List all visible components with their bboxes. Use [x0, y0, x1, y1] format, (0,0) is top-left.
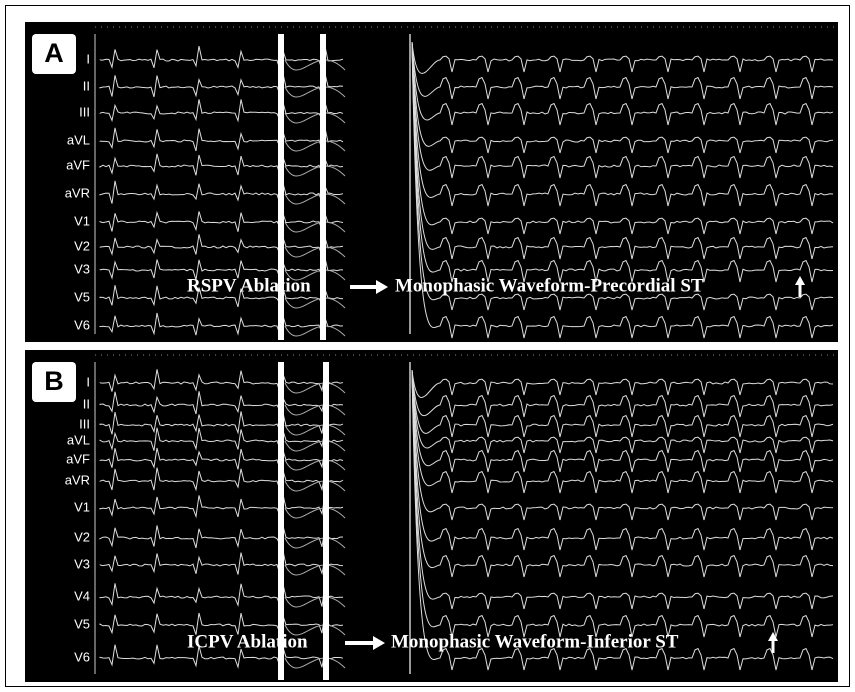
- panel-letter: B: [44, 366, 64, 396]
- lead-label: V1: [74, 213, 90, 228]
- lead-label: V4: [74, 588, 90, 603]
- result-caption: Monophasic Waveform-Inferior ST: [391, 631, 679, 652]
- result-caption: Monophasic Waveform-Precordial ST: [395, 275, 704, 296]
- figure: IIIIIIaVLaVFaVRV1V2V3V5V6ARSPV AblationM…: [0, 0, 855, 692]
- lead-label: aVF: [66, 451, 90, 466]
- lead-label: V1: [74, 499, 90, 514]
- lead-label: V2: [74, 238, 90, 253]
- lead-label: II: [83, 78, 90, 93]
- lead-label: V6: [74, 649, 90, 664]
- ablation-caption: ICPV Ablation: [187, 631, 308, 652]
- lead-label: III: [79, 416, 90, 431]
- ablation-artifact: [320, 34, 326, 340]
- page: {"panels": [ {"label": "A", "leads": ["I…: [0, 0, 855, 692]
- lead-label: V6: [74, 317, 90, 332]
- lead-label: V5: [74, 616, 90, 631]
- lead-label: II: [83, 396, 90, 411]
- lead-label: aVF: [66, 157, 90, 172]
- lead-label: I: [86, 51, 90, 66]
- lead-label: V3: [74, 556, 90, 571]
- lead-label: aVL: [67, 432, 90, 447]
- lead-label: aVR: [65, 185, 90, 200]
- lead-label: V3: [74, 261, 90, 276]
- ablation-caption: RSPV Ablation: [187, 275, 311, 296]
- lead-label: aVR: [65, 472, 90, 487]
- panel-letter: A: [44, 38, 64, 68]
- lead-label: V2: [74, 529, 90, 544]
- ablation-artifact: [323, 362, 329, 680]
- lead-label: V5: [74, 289, 90, 304]
- lead-label: III: [79, 104, 90, 119]
- lead-label: I: [86, 374, 90, 389]
- lead-label: aVL: [67, 132, 90, 147]
